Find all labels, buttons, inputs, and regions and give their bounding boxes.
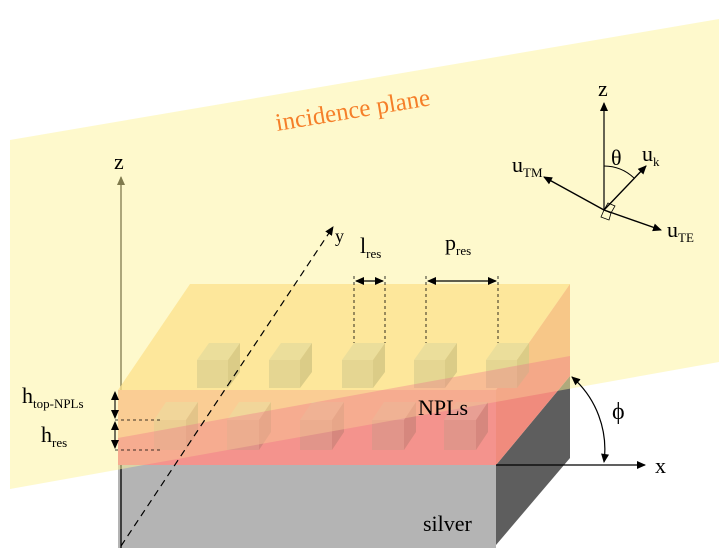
silver-side-face bbox=[496, 376, 570, 545]
npl-label: NPLs bbox=[418, 395, 468, 420]
z-axis-label: z bbox=[114, 149, 124, 174]
y-axis bbox=[120, 226, 334, 547]
uk-label: uk bbox=[642, 141, 660, 169]
x-axis-label: x bbox=[655, 453, 666, 478]
pres-label: pres bbox=[445, 230, 471, 258]
theta-arc bbox=[603, 165, 635, 179]
hres-label: hres bbox=[41, 422, 67, 450]
silver-label: silver bbox=[423, 511, 473, 536]
theta-label: θ bbox=[611, 145, 622, 170]
y-axis-label: y bbox=[335, 226, 344, 246]
basis-z-label: z bbox=[598, 76, 608, 101]
lres-label: lres bbox=[360, 233, 381, 261]
polarization-basis bbox=[543, 102, 662, 232]
ute-label: uTE bbox=[667, 217, 694, 245]
utm-label: uTM bbox=[512, 152, 543, 180]
incidence-plane bbox=[10, 19, 719, 489]
phi-label: ϕ bbox=[612, 399, 625, 425]
basis-uk-vector bbox=[603, 165, 647, 211]
htop-label: htop-NPLs bbox=[22, 383, 84, 411]
basis-utm-vector bbox=[543, 176, 605, 211]
right-angle-mark bbox=[600, 209, 612, 221]
phi-arc bbox=[571, 376, 610, 463]
silver-front-face bbox=[118, 465, 496, 548]
basis-ute-vector bbox=[603, 209, 662, 232]
npl-plane-overlap bbox=[118, 356, 570, 465]
